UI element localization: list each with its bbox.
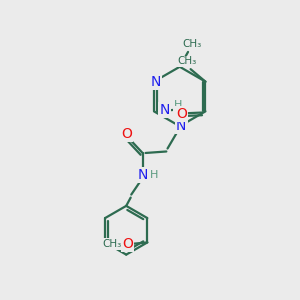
- Text: H: H: [174, 110, 182, 120]
- Text: H: H: [174, 100, 182, 110]
- Text: CH₃: CH₃: [182, 39, 201, 49]
- Text: N: N: [176, 119, 186, 133]
- Text: N: N: [150, 75, 161, 88]
- Text: N: N: [159, 103, 170, 117]
- Text: CH₃: CH₃: [102, 239, 121, 249]
- Text: O: O: [176, 107, 187, 121]
- Text: CH₃: CH₃: [177, 56, 197, 66]
- Text: N: N: [137, 168, 148, 182]
- Text: H: H: [150, 170, 158, 180]
- Text: O: O: [121, 127, 132, 141]
- Text: O: O: [122, 237, 133, 251]
